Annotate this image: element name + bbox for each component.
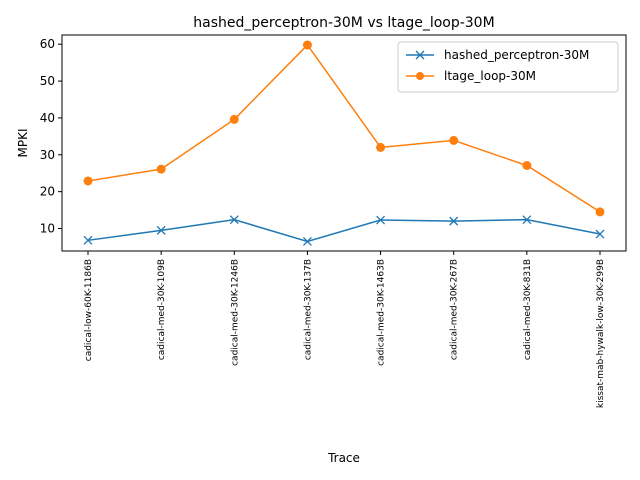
series-1 <box>83 215 605 246</box>
plot-area: 10 20 30 40 50 60 cadical-low-60K-1186B cadical… <box>40 34 627 408</box>
legend: hashed_perceptron-30M ltage_loop-30M <box>397 41 619 93</box>
data-point <box>229 114 239 124</box>
series-2 <box>83 40 605 217</box>
series-line <box>87 218 601 243</box>
y-tick-label: 60 <box>40 37 55 51</box>
x-tick-label: cadical-med-30K-1463B <box>377 259 387 366</box>
legend-box <box>397 41 619 93</box>
y-tick-label: 20 <box>40 185 55 199</box>
y-tick-label: 40 <box>40 111 55 125</box>
data-point <box>376 215 386 225</box>
data-point <box>376 142 386 152</box>
data-point <box>83 235 93 245</box>
data-point <box>83 176 93 186</box>
data-point <box>522 160 532 170</box>
legend-label: ltage_loop-30M <box>444 69 536 83</box>
data-point <box>302 40 312 50</box>
data-point <box>595 229 605 239</box>
legend-label: hashed_perceptron-30M <box>444 48 589 62</box>
x-tick-label: kissat-mab-hywalk-low-30K-299B <box>596 259 606 408</box>
y-axis-label: MPKI <box>16 129 30 158</box>
data-point <box>595 207 605 217</box>
data-point <box>156 225 166 235</box>
y-tick-label: 10 <box>40 222 55 236</box>
data-point <box>522 215 532 225</box>
x-tick-label: cadical-med-30K-137B <box>303 259 313 360</box>
x-tick-label: cadical-med-30K-1246B <box>230 259 240 366</box>
x-tick-label: cadical-low-60K-1186B <box>84 259 94 361</box>
data-point <box>449 216 459 226</box>
data-point <box>449 135 459 145</box>
data-point <box>156 164 166 174</box>
legend-marker <box>416 72 424 80</box>
x-tick-label: cadical-med-30K-109B <box>157 259 167 360</box>
x-axis-label: Trace <box>327 451 360 465</box>
x-tick-label: cadical-med-30K-831B <box>523 259 533 360</box>
y-tick-label: 50 <box>40 74 55 88</box>
data-point <box>229 215 239 225</box>
plot-frame <box>61 34 627 252</box>
x-tick-label: cadical-med-30K-267B <box>450 259 460 360</box>
y-tick-label: 30 <box>40 148 55 162</box>
series-line <box>87 43 601 213</box>
legend-marker <box>415 50 425 60</box>
data-point <box>302 236 312 246</box>
legend-item: ltage_loop-30M <box>406 69 536 83</box>
chart-title: hashed_perceptron-30M vs ltage_loop-30M <box>193 15 494 31</box>
legend-item: hashed_perceptron-30M <box>406 48 589 62</box>
